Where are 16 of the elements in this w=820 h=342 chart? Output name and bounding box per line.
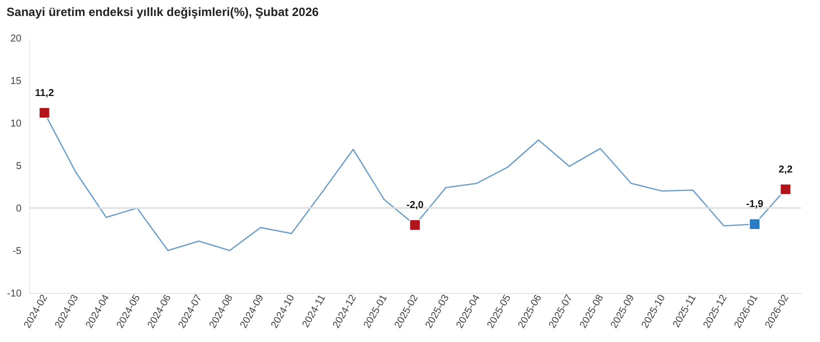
data-label: -1,9	[746, 199, 764, 210]
data-label: 11,2	[34, 88, 54, 99]
data-label: 2,2	[778, 164, 793, 176]
point	[780, 184, 792, 195]
y-tick-label: -5	[12, 246, 22, 257]
chart-title: Sanayi üretim endeksi yıllık değişimleri(%), Şubat 2026	[6, 5, 319, 19]
data-label: -2,0	[406, 200, 424, 211]
point	[38, 107, 50, 118]
point	[409, 219, 421, 231]
y-tick-label: 5	[16, 161, 22, 172]
y-tick-label: 15	[10, 76, 22, 87]
point	[749, 218, 760, 230]
y-tick-label: 0	[16, 204, 22, 214]
y-tick-label: 10	[10, 118, 22, 130]
y-tick-label: -10	[7, 288, 22, 300]
y-tick-label: 20	[10, 34, 22, 44]
